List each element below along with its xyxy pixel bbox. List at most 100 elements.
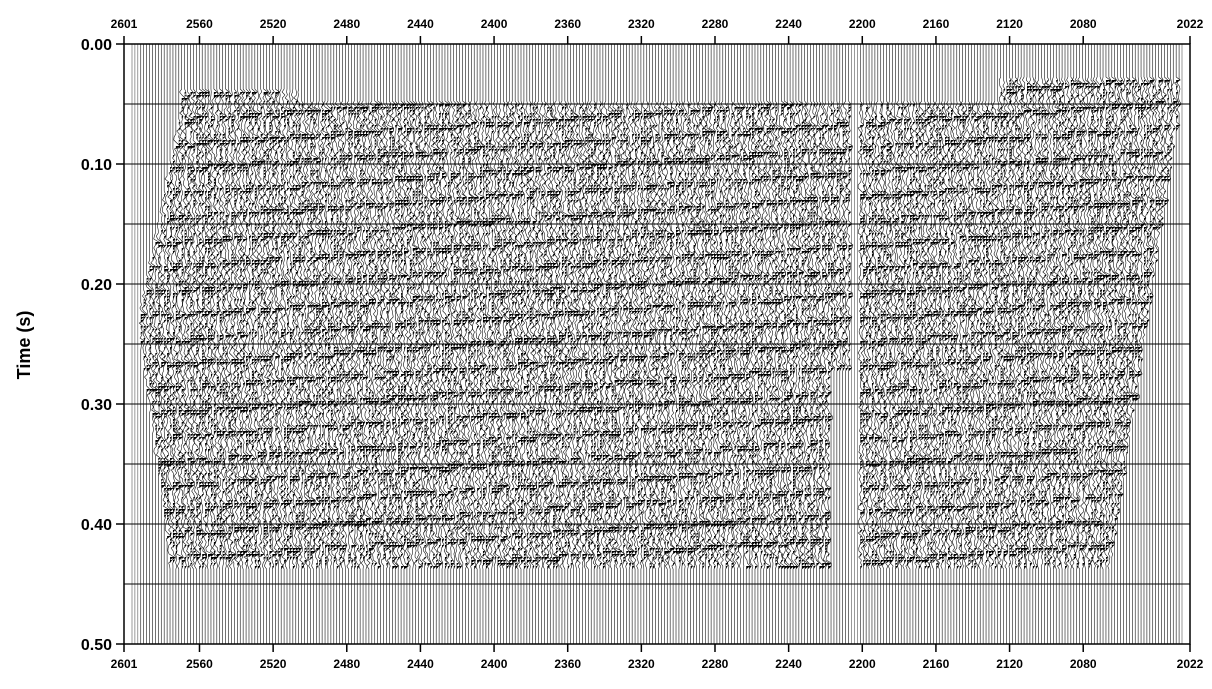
x-axis-top: 2601 2560 2520 2480 2440 2400 2360 2320 2280 2240… xyxy=(111,17,1204,44)
wiggle-trace-fill xyxy=(930,110,935,563)
wiggle-trace-fill xyxy=(810,104,815,569)
wiggle-trace-fill xyxy=(702,107,707,569)
wiggle-trace-fill xyxy=(146,278,151,392)
wiggle-trace-fill xyxy=(266,92,271,560)
wiggle-trace-fill xyxy=(406,104,412,566)
x-tick-label-top: 2200 xyxy=(849,17,876,31)
wiggle-trace-fill xyxy=(860,104,865,569)
wiggle-trace-fill xyxy=(939,110,944,560)
wiggle-trace-fill xyxy=(716,110,722,566)
wiggle-trace-fill xyxy=(848,104,853,371)
wiggle-trace-fill xyxy=(1117,83,1123,515)
x-tick-label-bottom: 2360 xyxy=(554,657,581,671)
wiggle-trace-fill xyxy=(617,107,622,557)
wiggle-trace-fill xyxy=(684,113,690,554)
wiggle-trace-fill xyxy=(360,107,365,560)
wiggle-trace-fill xyxy=(172,155,178,563)
x-tick-label-top: 2400 xyxy=(481,17,508,31)
wiggle-trace-fill xyxy=(559,119,564,560)
wiggle-trace-fill xyxy=(322,104,327,557)
wiggle-trace-fill xyxy=(921,113,927,563)
wiggle-trace-fill xyxy=(1009,80,1014,566)
wiggle-trace-fill xyxy=(664,107,669,554)
y-tick-label: 0.30 xyxy=(81,397,112,414)
wiggle-trace-fill xyxy=(351,110,356,569)
wiggle-trace-fill xyxy=(465,113,470,566)
wiggle-trace-fill xyxy=(1076,83,1082,569)
wiggle-trace-fill xyxy=(1070,80,1076,548)
wiggle-trace-fill xyxy=(269,92,274,566)
wiggle-trace-fill xyxy=(798,104,804,566)
wiggle-trace-fill xyxy=(1111,80,1117,548)
wiggle-trace-fill xyxy=(389,104,394,560)
wiggle-trace-fill xyxy=(781,104,786,569)
wiggle-trace-fill xyxy=(901,107,906,563)
wiggle-trace-fill xyxy=(292,107,298,569)
wiggle-trace-fill xyxy=(740,107,745,548)
wiggle-trace-fill xyxy=(348,107,353,563)
wiggle-trace-fill xyxy=(945,116,950,557)
wiggle-trace-fill xyxy=(842,119,848,371)
wiggle-trace-fill xyxy=(883,119,889,563)
wiggle-trace-fill xyxy=(345,107,350,548)
wiggle-trace-fill xyxy=(1047,80,1052,566)
wiggle-trace-fill xyxy=(1123,89,1128,476)
wiggle-trace-fill xyxy=(409,104,415,548)
wiggle-trace-fill xyxy=(535,107,540,569)
wiggle-trace-fill xyxy=(1108,80,1114,545)
wiggle-fills xyxy=(140,80,1182,569)
wiggle-trace-fill xyxy=(237,95,242,566)
x-tick-label-top: 2280 xyxy=(702,17,729,31)
wiggle-trace-fill xyxy=(790,104,795,569)
wiggle-trace-fill xyxy=(392,104,397,569)
wiggle-trace-fill xyxy=(749,107,754,569)
wiggle-trace-fill xyxy=(363,107,368,560)
wiggle-trace-fill xyxy=(953,116,959,566)
wiggle-trace-fill xyxy=(544,104,549,560)
wiggle-trace-fill xyxy=(915,110,921,563)
wiggle-trace-fill xyxy=(833,110,839,362)
x-tick-label-top: 2320 xyxy=(628,17,655,31)
wiggle-trace-fill xyxy=(421,104,426,566)
wiggle-trace-fill xyxy=(895,122,900,569)
wiggle-trace-fill xyxy=(1082,83,1087,566)
wiggle-trace-fill xyxy=(880,104,886,566)
plot-frame xyxy=(123,43,1191,645)
wiggle-trace-fill xyxy=(886,104,891,563)
x-tick-label-bottom: 2080 xyxy=(1070,657,1097,671)
wiggle-trace-fill xyxy=(626,104,631,566)
wiggle-trace-fill xyxy=(512,107,517,566)
wiggle-trace-fill xyxy=(444,104,450,569)
x-tick-label-bottom: 2120 xyxy=(996,657,1023,671)
wiggle-trace-fill xyxy=(161,224,166,488)
wiggle-trace-fill xyxy=(386,107,391,566)
wiggle-trace-fill xyxy=(994,116,1000,569)
wiggle-trace-fill xyxy=(325,110,330,566)
wiggle-trace-fill xyxy=(793,104,798,569)
x-tick-label-bottom: 2240 xyxy=(775,657,802,671)
wiggle-trace-fill xyxy=(181,98,187,569)
wiggle-trace-fill xyxy=(708,107,713,569)
wiggle-trace-fill xyxy=(210,107,216,566)
x-tick-label-bottom: 2400 xyxy=(481,657,508,671)
wiggle-trace-fill xyxy=(778,128,783,569)
wiggle-trace-fill xyxy=(673,110,678,566)
wiggle-trace-fill xyxy=(769,104,775,560)
wiggle-trace-fill xyxy=(743,107,748,548)
wiggle-trace-fill xyxy=(1097,86,1102,569)
y-axis-title: Time (s) xyxy=(14,311,34,380)
time-gridlines xyxy=(124,103,1190,585)
wiggle-trace-fill xyxy=(523,116,529,569)
wiggle-trace-fill xyxy=(287,101,292,560)
wiggle-trace-fill xyxy=(816,104,821,566)
wiggle-trace-fill xyxy=(825,119,830,566)
wiggle-trace-fill xyxy=(965,110,970,560)
y-axis: 0.00 0.10 0.20 0.30 0.40 0.50 xyxy=(81,37,124,654)
wiggle-trace-fill xyxy=(415,104,421,563)
wiggle-trace-fill xyxy=(1105,80,1111,563)
wiggle-trace-fill xyxy=(327,110,333,551)
wiggle-trace-fill xyxy=(728,140,734,548)
wiggle-trace-fill xyxy=(1179,104,1182,107)
y-tick-label: 0.00 xyxy=(81,37,112,54)
y-tick-label: 0.50 xyxy=(81,637,112,654)
